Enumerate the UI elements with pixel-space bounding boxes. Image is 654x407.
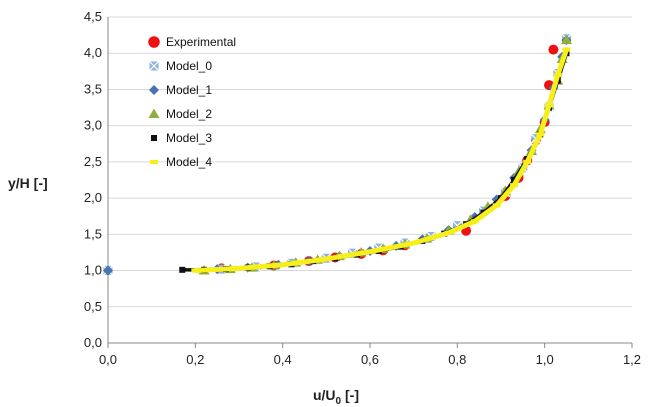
data-point-model-4 [278,262,287,267]
legend-marker-model-0 [149,61,159,71]
legend-marker-experimental [148,36,160,48]
legend-marker-model-4 [150,160,158,164]
y-tick-label: 0,5 [84,299,102,314]
legend-item-model-3: Model_3 [151,131,212,145]
y-tick-label: 2,0 [84,190,102,205]
y-tick-label: 3,0 [84,118,102,133]
legend-marker-model-0-cross [149,61,159,71]
legend-label-experimental: Experimental [166,35,236,49]
y-tick-label: 1,0 [84,263,102,278]
data-point-model-4 [510,183,519,188]
x-tick-label: 0,8 [448,352,466,367]
data-point-model-4 [545,103,554,108]
data-point-experimental [548,44,559,55]
x-tick-label: 1,0 [536,352,554,367]
x-tick-label: 0,0 [99,352,117,367]
data-point-model-4 [191,268,200,273]
legend-item-model-2: Model_2 [148,107,212,121]
legend-item-experimental: Experimental [148,35,236,49]
legend: Experimental Model_0 Model_1 Model_2 Model_3… [148,35,236,169]
series-experimental [216,44,559,274]
series-line-model-4 [192,47,569,274]
data-point-model-4 [492,203,501,208]
x-axis-label-subscript: 0 [336,396,342,407]
data-point-model-2 [561,34,572,45]
legend-marker-model-1 [149,85,159,95]
legend-label-model-1: Model_1 [166,83,212,97]
data-point-model-4 [366,249,374,254]
legend-label-model-3: Model_3 [166,131,212,145]
data-point-model-4 [536,132,545,137]
data-point-model-4 [553,72,562,77]
data-point-model-4 [562,47,571,52]
legend-marker-model-3 [151,135,157,141]
y-tick-labels: 0,0 0,5 1,0 1,5 2,0 2,5 3,0 3,5 4,0 4,5 [84,9,102,350]
plot-area [103,33,572,276]
x-axis-label: u/U0 [-] [313,387,359,407]
legend-item-model-0: Model_0 [149,59,212,73]
data-point-model-4 [470,219,479,224]
y-tick-label: 0,0 [84,335,102,350]
legend-item-model-1: Model_1 [149,83,212,97]
x-axis-label-main: u/U [313,387,336,403]
x-tick-label: 0,6 [361,352,379,367]
legend-item-model-4: Model_4 [150,155,212,169]
y-tick-label: 4,0 [84,45,102,60]
data-point-model-4 [444,230,453,235]
series-model-4 [191,47,571,274]
data-point-model-1 [103,265,113,276]
data-point-model-4 [322,256,331,261]
y-tick-label: 4,5 [84,9,102,24]
axes [107,17,633,348]
x-tick-label: 1,2 [623,352,641,367]
x-tick-label: 0,4 [274,352,292,367]
y-axis-label: y/H [-] [8,175,48,191]
x-tick-label: 0,2 [186,352,204,367]
data-point-model-4 [523,159,532,164]
legend-label-model-4: Model_4 [166,155,212,169]
x-tick-labels: 0,0 0,2 0,4 0,6 0,8 1,0 1,2 [99,352,641,367]
data-point-model-3 [179,266,186,273]
x-axis-label-unit: [-] [341,387,359,403]
legend-label-model-2: Model_2 [166,107,212,121]
y-tick-label: 2,5 [84,154,102,169]
series-model-2 [198,34,572,275]
data-point-model-4 [235,266,243,271]
legend-label-model-0: Model_0 [166,59,212,73]
legend-marker-model-2 [148,108,160,118]
y-tick-label: 1,5 [84,226,102,241]
data-point-model-4 [409,241,418,246]
y-tick-label: 3,5 [84,81,102,96]
